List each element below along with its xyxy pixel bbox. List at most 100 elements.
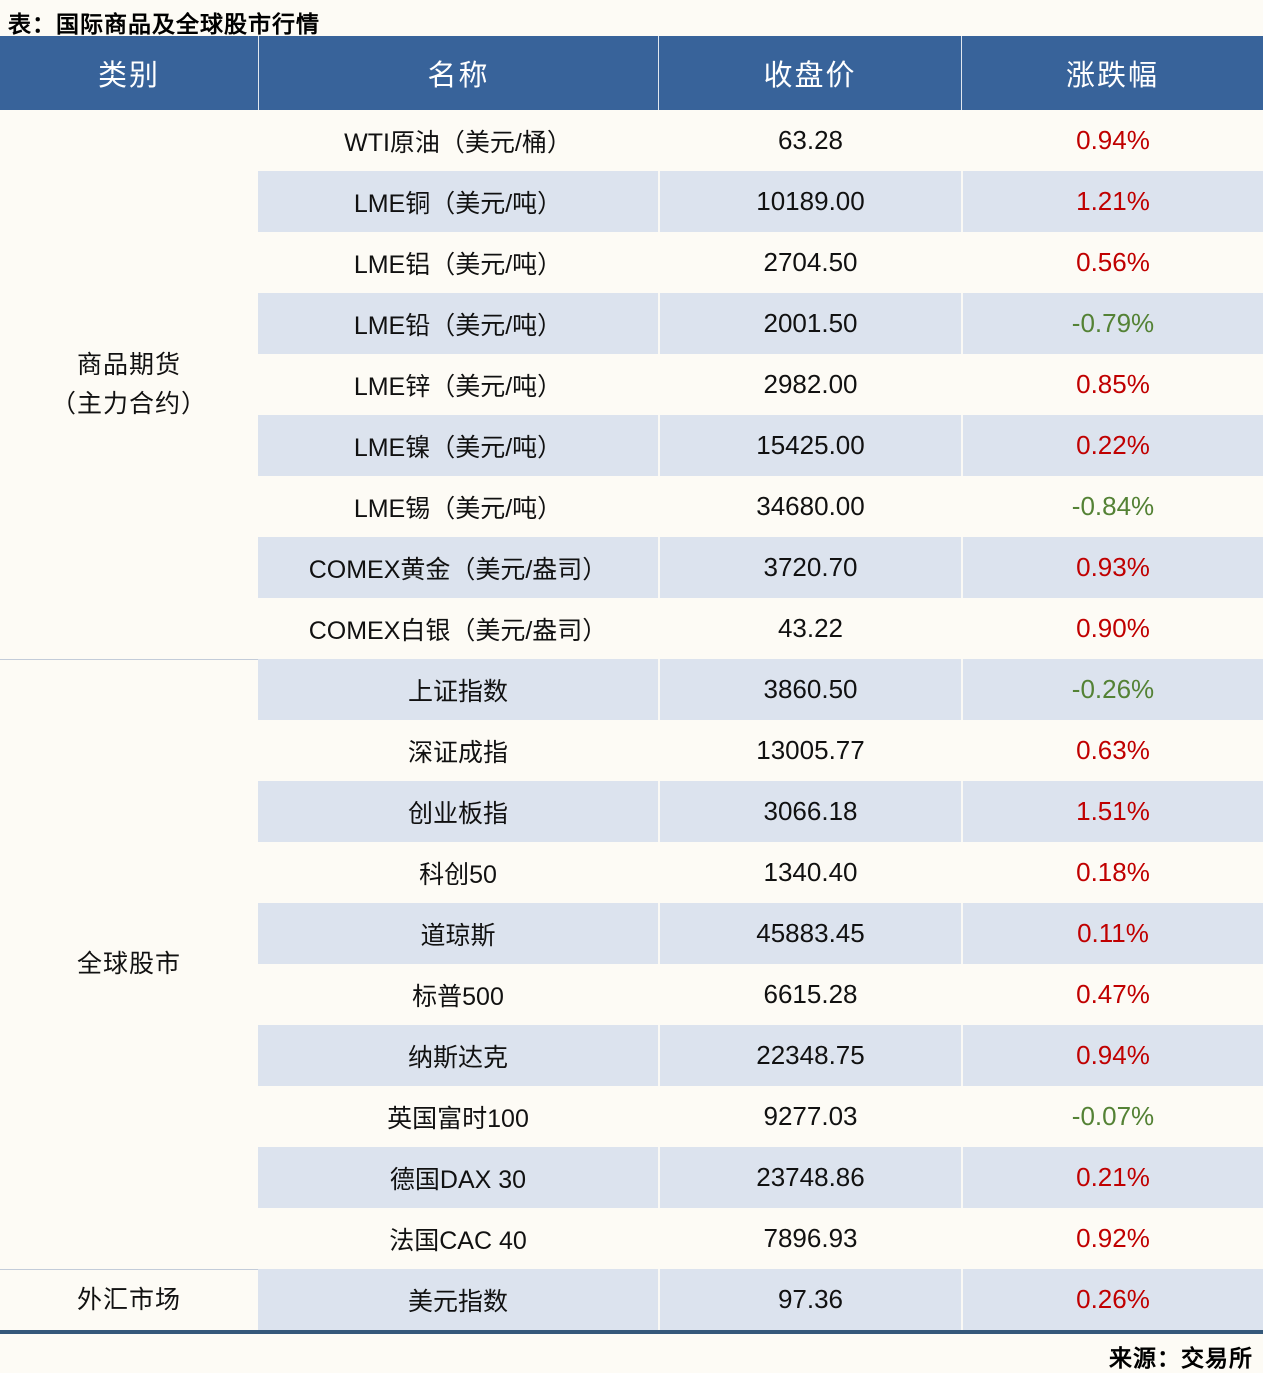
table-header-row: 类别 名称 收盘价 涨跌幅 (0, 36, 1263, 110)
change-percent-cell: 0.11% (961, 903, 1263, 964)
name-cell: LME铅（美元/吨） (353, 311, 563, 340)
name-cell: 标普500 (412, 982, 504, 1011)
table-row: LME锌（美元/吨） 2982.00 0.85% (258, 354, 1263, 415)
close-price-cell: 9277.03 (658, 1086, 961, 1147)
name-cell: LME锡（美元/吨） (353, 494, 563, 523)
table-row: 英国富时100 9277.03 -0.07% (258, 1086, 1263, 1147)
close-price-cell: 13005.77 (658, 720, 961, 781)
table-body: 商品期货 （主力合约） WTI原油（美元/桶） 63.28 0.94% LME铜（美元/吨… (0, 110, 1263, 1330)
market-table: 类别 名称 收盘价 涨跌幅 商品期货 （主力合约） WTI原油（美元/桶） 63.28… (0, 36, 1263, 1334)
change-percent-cell: 0.92% (961, 1208, 1263, 1269)
name-cell: LME铜（美元/吨） (353, 189, 563, 218)
table-row: COMEX黄金（美元/盎司） 3720.70 0.93% (258, 537, 1263, 598)
table-row: 深证成指 13005.77 0.63% (258, 720, 1263, 781)
table-row: 纳斯达克 22348.75 0.94% (258, 1025, 1263, 1086)
close-price-cell: 10189.00 (658, 171, 961, 232)
table-row: 创业板指 3066.18 1.51% (258, 781, 1263, 842)
table-row: 德国DAX 30 23748.86 0.21% (258, 1147, 1263, 1208)
close-price-cell: 97.36 (658, 1269, 961, 1330)
table-group: 商品期货 （主力合约） WTI原油（美元/桶） 63.28 0.94% LME铜（美元/吨… (0, 110, 1263, 659)
close-price-cell: 1340.40 (658, 842, 961, 903)
table-title: 表：国际商品及全球股市行情 (8, 11, 320, 37)
name-cell: 上证指数 (407, 677, 508, 706)
close-price-cell: 45883.45 (658, 903, 961, 964)
change-percent-cell: 0.22% (961, 415, 1263, 476)
close-price-cell: 3066.18 (658, 781, 961, 842)
close-price-cell: 63.28 (658, 110, 961, 171)
group-rows: WTI原油（美元/桶） 63.28 0.94% LME铜（美元/吨） 10189.00 1… (258, 110, 1263, 659)
table-row: 法国CAC 40 7896.93 0.92% (258, 1208, 1263, 1269)
category-line: 全球股市 (76, 950, 181, 979)
category-line: 外汇市场 (76, 1285, 181, 1314)
table-row: COMEX白银（美元/盎司） 43.22 0.90% (258, 598, 1263, 659)
table-row: 标普500 6615.28 0.47% (258, 964, 1263, 1025)
name-cell: WTI原油（美元/桶） (344, 128, 572, 157)
name-cell: 科创50 (419, 860, 497, 889)
group-rows: 美元指数 97.36 0.26% (258, 1269, 1263, 1330)
close-price-cell: 22348.75 (658, 1025, 961, 1086)
name-cell: LME铝（美元/吨） (353, 250, 563, 279)
category-cell: 外汇市场 (0, 1269, 258, 1330)
change-percent-cell: 1.21% (961, 171, 1263, 232)
change-percent-cell: 0.21% (961, 1147, 1263, 1208)
name-cell: LME锌（美元/吨） (353, 372, 563, 401)
table-group: 全球股市 上证指数 3860.50 -0.26% 深证成指 13005.77 0.63% 创业… (0, 659, 1263, 1269)
name-cell: 道琼斯 (420, 921, 496, 950)
category-line: （主力合约） (50, 389, 207, 418)
header-close: 收盘价 (658, 36, 961, 110)
group-rows: 上证指数 3860.50 -0.26% 深证成指 13005.77 0.63% 创业板指 30… (258, 659, 1263, 1269)
table-row: 道琼斯 45883.45 0.11% (258, 903, 1263, 964)
change-percent-cell: -0.79% (961, 293, 1263, 354)
table-row: 上证指数 3860.50 -0.26% (258, 659, 1263, 720)
close-price-cell: 34680.00 (658, 476, 961, 537)
table-row: LME铝（美元/吨） 2704.50 0.56% (258, 232, 1263, 293)
close-price-cell: 7896.93 (658, 1208, 961, 1269)
name-cell: 纳斯达克 (407, 1043, 508, 1072)
change-percent-cell: 1.51% (961, 781, 1263, 842)
table-row: LME镍（美元/吨） 15425.00 0.22% (258, 415, 1263, 476)
header-category: 类别 (97, 60, 160, 92)
table-row: LME铅（美元/吨） 2001.50 -0.79% (258, 293, 1263, 354)
header-change: 涨跌幅 (961, 36, 1263, 110)
change-percent-cell: 0.94% (961, 110, 1263, 171)
change-percent-cell: 0.85% (961, 354, 1263, 415)
close-price-cell: 15425.00 (658, 415, 961, 476)
close-price-cell: 2001.50 (658, 293, 961, 354)
header-name: 名称 (258, 36, 658, 110)
close-price-cell: 2982.00 (658, 354, 961, 415)
name-cell: 法国CAC 40 (389, 1226, 527, 1255)
change-percent-cell: 0.63% (961, 720, 1263, 781)
name-cell: COMEX黄金（美元/盎司） (308, 555, 608, 584)
table-row: LME锡（美元/吨） 34680.00 -0.84% (258, 476, 1263, 537)
table-row: WTI原油（美元/桶） 63.28 0.94% (258, 110, 1263, 171)
close-price-cell: 43.22 (658, 598, 961, 659)
close-price-cell: 3720.70 (658, 537, 961, 598)
table-row: 美元指数 97.36 0.26% (258, 1269, 1263, 1330)
name-cell: 英国富时100 (387, 1104, 529, 1133)
close-price-cell: 3860.50 (658, 659, 961, 720)
change-percent-cell: 0.90% (961, 598, 1263, 659)
table-group: 外汇市场 美元指数 97.36 0.26% (0, 1269, 1263, 1330)
close-price-cell: 23748.86 (658, 1147, 961, 1208)
change-percent-cell: 0.47% (961, 964, 1263, 1025)
category-cell: 商品期货 （主力合约） (0, 110, 258, 659)
change-percent-cell: 0.26% (961, 1269, 1263, 1330)
name-cell: LME镍（美元/吨） (353, 433, 563, 462)
category-cell: 全球股市 (0, 659, 258, 1269)
name-cell: 美元指数 (407, 1287, 508, 1316)
close-price-cell: 6615.28 (658, 964, 961, 1025)
change-percent-cell: 0.93% (961, 537, 1263, 598)
name-cell: 创业板指 (407, 799, 508, 828)
name-cell: COMEX白银（美元/盎司） (308, 616, 608, 645)
change-percent-cell: -0.26% (961, 659, 1263, 720)
source-note: 来源：交易所 (1109, 1345, 1253, 1371)
change-percent-cell: -0.07% (961, 1086, 1263, 1147)
change-percent-cell: 0.94% (961, 1025, 1263, 1086)
name-cell: 深证成指 (407, 738, 508, 767)
change-percent-cell: 0.18% (961, 842, 1263, 903)
table-row: LME铜（美元/吨） 10189.00 1.21% (258, 171, 1263, 232)
change-percent-cell: 0.56% (961, 232, 1263, 293)
change-percent-cell: -0.84% (961, 476, 1263, 537)
table-row: 科创50 1340.40 0.18% (258, 842, 1263, 903)
